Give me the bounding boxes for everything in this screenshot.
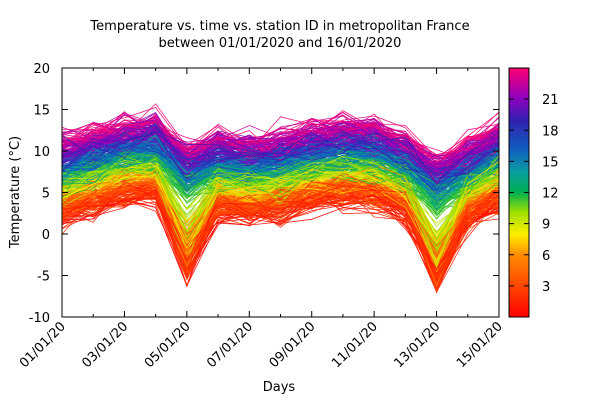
x-tick-label: 15/01/20: [454, 319, 506, 371]
series-line: [62, 155, 499, 196]
y-axis-label: Temperature (°C): [8, 136, 23, 249]
series-line: [62, 184, 499, 294]
y-axis: 20 15 10 5 0 -5 -10: [29, 62, 499, 326]
series-line: [62, 190, 499, 291]
colorbar-tick-label: 15: [542, 155, 559, 170]
y-tick-label: -5: [37, 270, 50, 285]
series-line: [62, 168, 499, 249]
y-tick-label: 10: [33, 145, 50, 160]
colorbar-axis: 21 18 15 12 9 6 3: [509, 93, 559, 295]
colorbar-tick-label: 6: [542, 249, 550, 264]
colorbar-tick-label: 12: [542, 187, 559, 202]
x-tick-label: 05/01/20: [142, 319, 194, 371]
x-tick-label: 13/01/20: [392, 319, 444, 371]
series-lines: [62, 103, 499, 294]
series-line: [62, 141, 499, 190]
series-line: [62, 114, 499, 167]
chart-subtitle: between 01/01/2020 and 16/01/2020: [159, 36, 402, 51]
series-line: [62, 181, 499, 271]
series-line: [62, 127, 499, 176]
y-tick-label: 5: [42, 187, 50, 202]
series-line: [62, 172, 499, 268]
colorbar-tick-label: 21: [542, 93, 559, 108]
x-tick-label: 11/01/20: [329, 319, 381, 371]
series-line: [62, 127, 499, 176]
series-line: [62, 132, 499, 171]
series-line: [62, 130, 499, 186]
series-line: [62, 181, 499, 282]
series-line: [62, 156, 499, 264]
series-line: [62, 158, 499, 251]
series-line: [62, 179, 499, 265]
series-line: [62, 152, 499, 192]
series-line: [62, 131, 499, 179]
series-line: [62, 169, 499, 265]
series-line: [62, 134, 499, 193]
x-tick-label: 09/01/20: [267, 319, 319, 371]
x-axis-label: Days: [263, 380, 296, 395]
colorbar-tick-label: 18: [542, 124, 559, 139]
chart-title: Temperature vs. time vs. station ID in m…: [89, 19, 469, 34]
x-tick-label: 07/01/20: [204, 319, 256, 371]
x-tick-label: 03/01/20: [79, 319, 131, 371]
series-line: [62, 136, 499, 196]
x-tick-label: 01/01/20: [17, 319, 69, 371]
series-line: [62, 134, 499, 204]
colorbar-tick-label: 9: [542, 218, 550, 233]
y-tick-label: -10: [29, 311, 50, 326]
series-line: [62, 180, 499, 271]
y-tick-label: 0: [42, 228, 50, 243]
y-tick-label: 15: [33, 104, 50, 119]
series-line: [62, 160, 499, 268]
series-line: [62, 123, 499, 184]
series-line: [62, 147, 499, 210]
series-line: [62, 155, 499, 241]
colorbar-tick-label: 3: [542, 280, 550, 295]
series-line: [62, 159, 499, 216]
y-tick-label: 20: [33, 62, 50, 77]
